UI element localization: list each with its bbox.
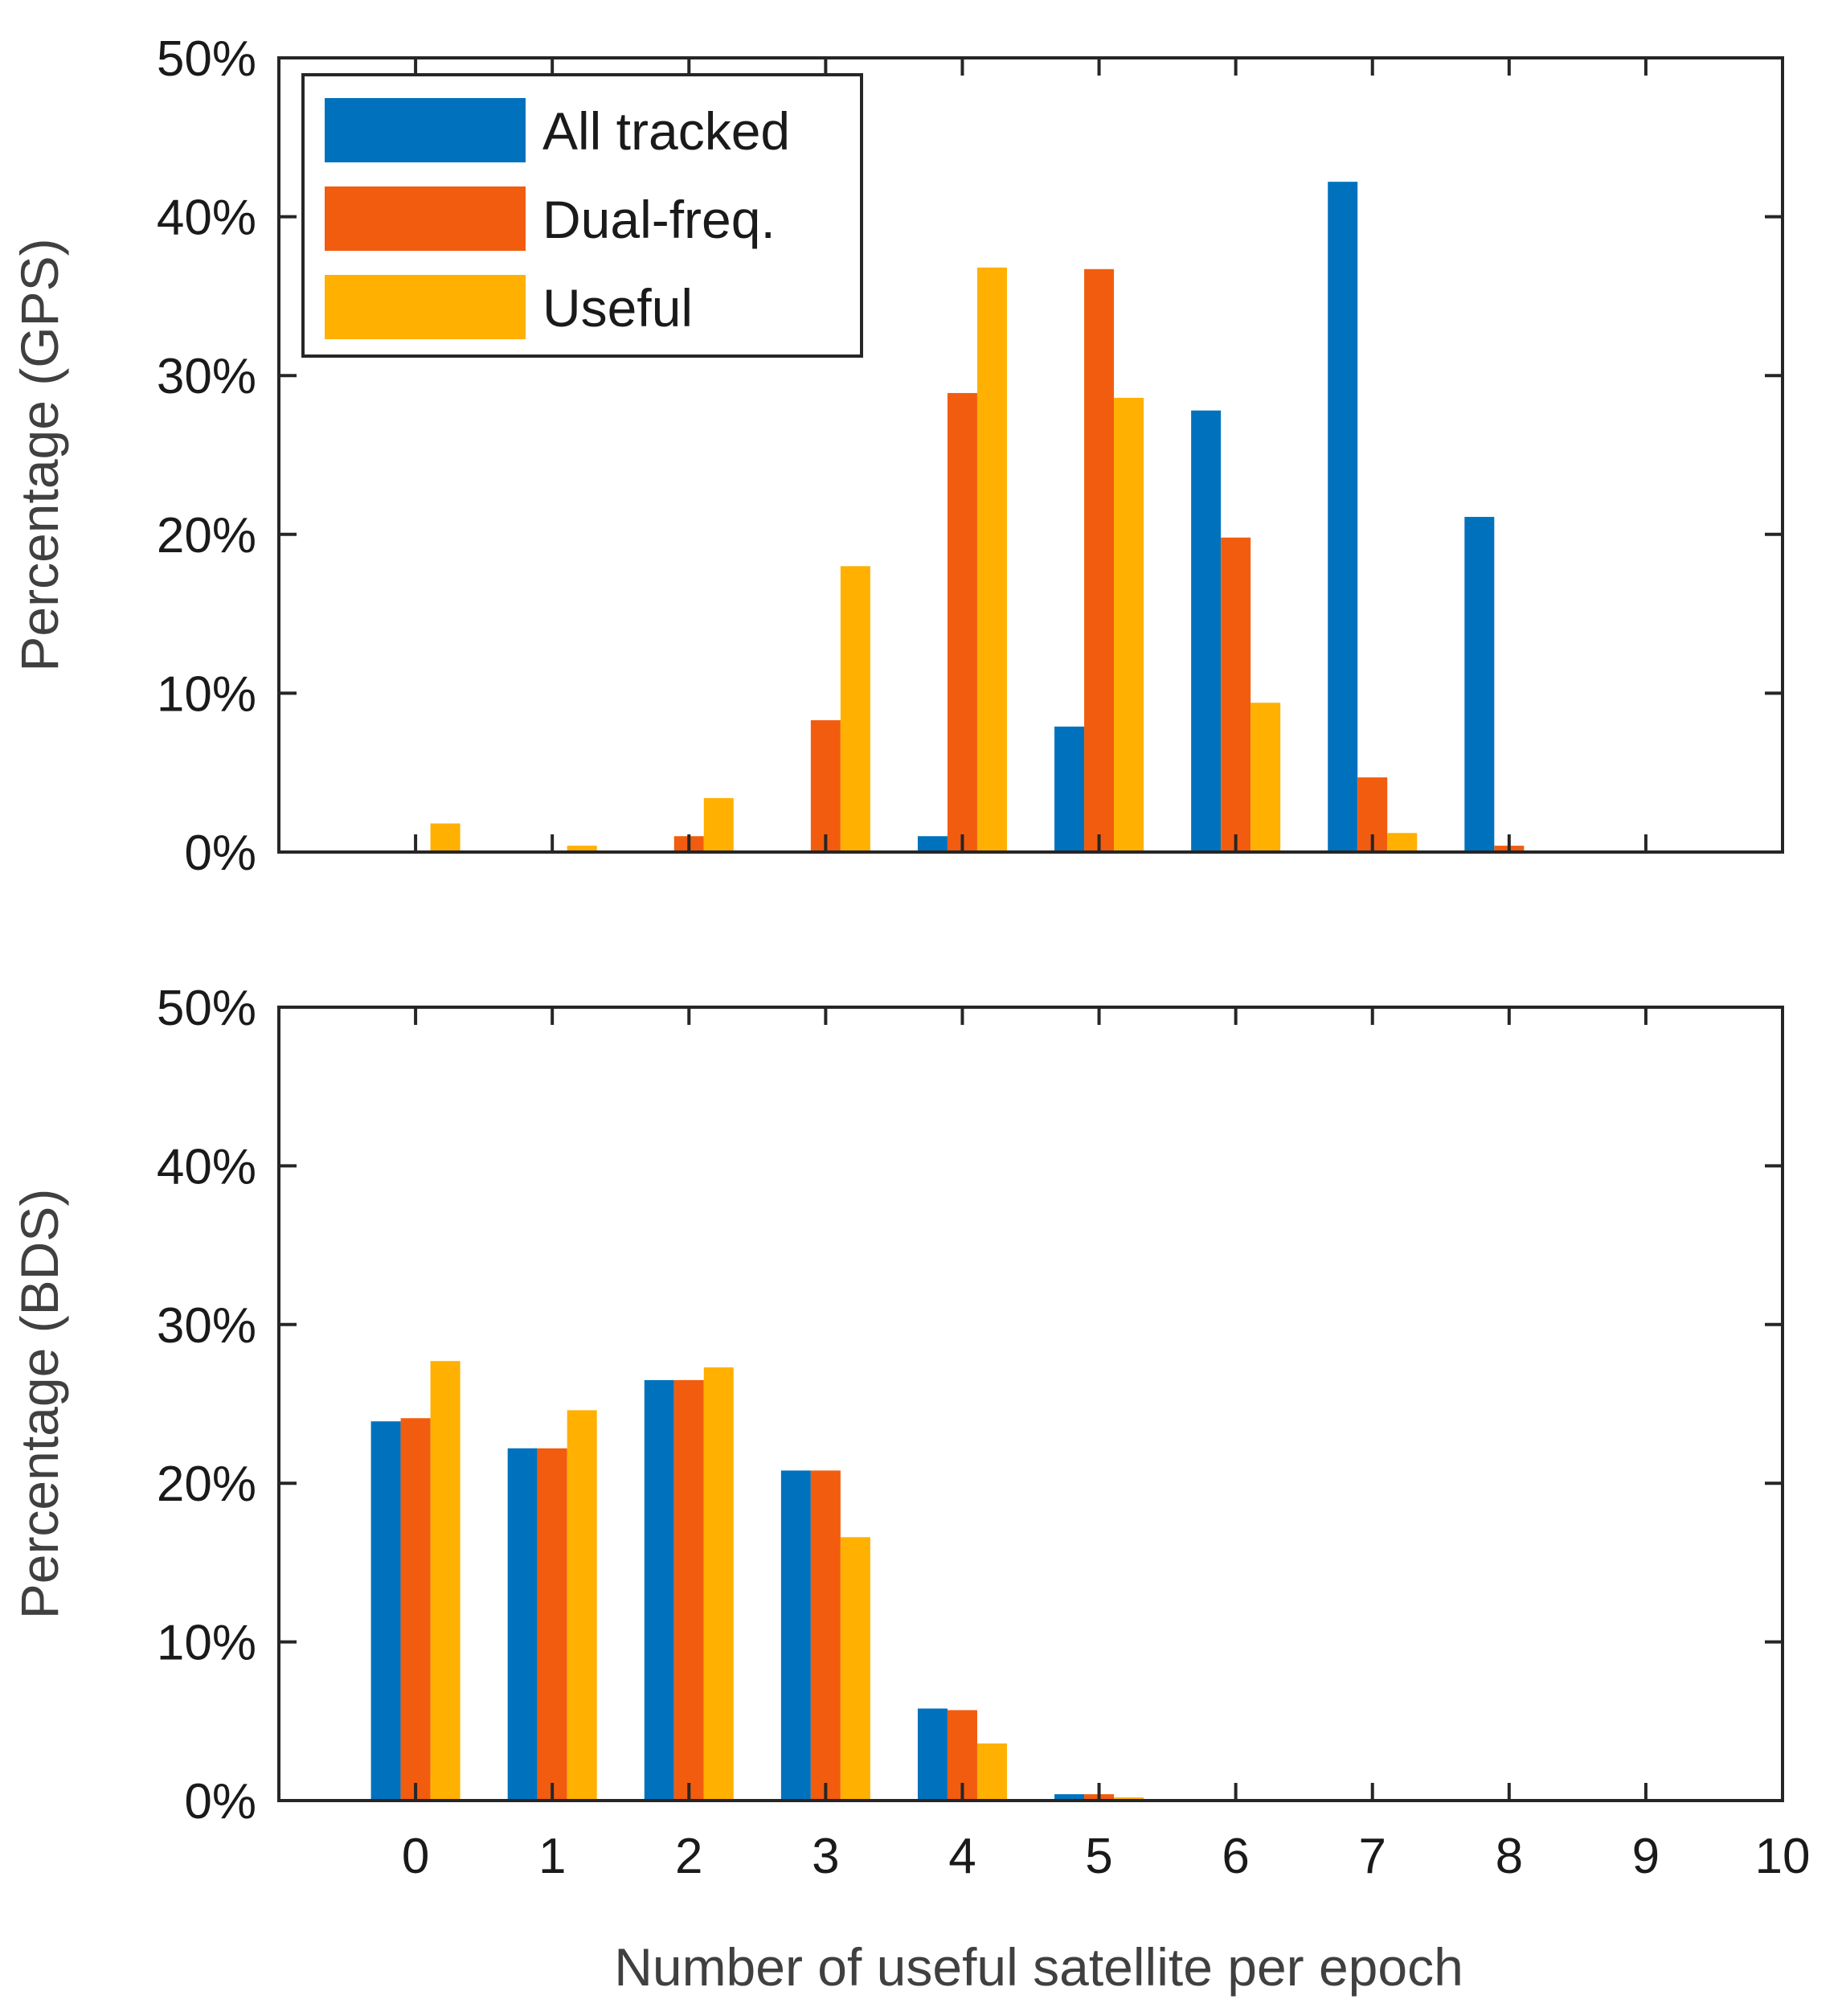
plot-frame	[277, 1006, 1784, 1802]
x-tick-label: 0	[402, 1829, 429, 1884]
bar-useful-2	[703, 797, 734, 852]
bar-useful-2	[703, 1367, 734, 1801]
bds-panel: 0% 10% 20% 30% 40% 50% 0 1 2 3 4 5 6 7 8 9 10 Percentage …	[10, 981, 1810, 1997]
y-tick-label: 20%	[157, 508, 256, 563]
bar-all-tracked-5	[1054, 1794, 1085, 1801]
bar-useful-5	[1114, 397, 1144, 852]
bar-useful-4	[976, 1743, 1007, 1801]
bar-useful-7	[1387, 833, 1418, 852]
x-tick-label: 9	[1632, 1829, 1660, 1884]
bar-dual-freq-6	[1221, 537, 1251, 852]
x-tick-label: 7	[1358, 1829, 1386, 1884]
legend-label: Dual-freq.	[542, 190, 776, 249]
y-tick-label: 40%	[157, 191, 256, 246]
plot-frame	[277, 56, 1784, 854]
legend: All tracked Dual-freq. Useful	[301, 73, 863, 358]
gps-panel: 0% 10% 20% 30% 40% 50% Percentage (GPS) All tra…	[10, 31, 1784, 881]
bar-all-tracked-4	[917, 1708, 948, 1801]
x-tick-label: 10	[1755, 1829, 1811, 1884]
bar-useful-0	[430, 1361, 460, 1801]
legend-label: Useful	[542, 278, 693, 338]
bar-useful-0	[430, 823, 460, 852]
bar-all-tracked-0	[370, 1421, 401, 1801]
bar-all-tracked-1	[507, 1448, 538, 1801]
bar-dual-freq-3	[810, 719, 841, 852]
bar-all-tracked-6	[1191, 410, 1222, 852]
y-tick-label: 10%	[157, 666, 256, 722]
bar-useful-4	[976, 267, 1007, 852]
bar-dual-freq-5	[1084, 268, 1115, 853]
legend-swatch	[325, 275, 526, 339]
y-axis-label: Percentage (GPS)	[10, 238, 69, 671]
bar-useful-1	[567, 846, 597, 852]
x-tick-label: 2	[675, 1829, 702, 1884]
y-tick-label: 40%	[157, 1139, 256, 1194]
y-tick-label: 30%	[157, 349, 256, 404]
legend-swatch	[325, 186, 526, 251]
bar-all-tracked-8	[1464, 517, 1495, 852]
bar-dual-freq-4	[947, 392, 977, 852]
y-axis-label: Percentage (BDS)	[10, 1189, 69, 1620]
y-tick-label: 0%	[184, 1774, 256, 1830]
bar-dual-freq-1	[537, 1448, 567, 1801]
x-tick-label: 6	[1222, 1829, 1249, 1884]
legend-swatch	[325, 98, 526, 162]
y-tick-label: 50%	[157, 981, 256, 1036]
y-tick-label: 0%	[184, 826, 256, 881]
bar-dual-freq-2	[673, 1379, 704, 1801]
x-tick-label: 4	[948, 1829, 976, 1884]
bar-useful-3	[840, 1537, 870, 1801]
bar-all-tracked-7	[1328, 182, 1358, 853]
legend-label: All tracked	[542, 101, 790, 161]
bar-all-tracked-5	[1054, 726, 1085, 852]
bar-useful-6	[1251, 703, 1281, 852]
x-tick-label: 1	[538, 1829, 566, 1884]
bar-all-tracked-3	[780, 1470, 811, 1801]
y-tick-label: 20%	[157, 1457, 256, 1512]
x-axis-label: Number of useful satellite per epoch	[614, 1937, 1463, 1997]
bar-useful-1	[567, 1410, 597, 1801]
bar-useful-3	[840, 566, 870, 852]
x-tick-label: 3	[812, 1829, 839, 1884]
y-tick-label: 10%	[157, 1616, 256, 1671]
y-tick-label: 30%	[157, 1298, 256, 1354]
bar-all-tracked-4	[917, 836, 948, 852]
x-tick-label: 8	[1496, 1829, 1523, 1884]
bar-dual-freq-3	[810, 1470, 841, 1801]
x-tick-label: 5	[1085, 1829, 1112, 1884]
bar-dual-freq-0	[400, 1418, 431, 1801]
bar-all-tracked-2	[644, 1379, 674, 1801]
y-tick-label: 50%	[157, 31, 256, 87]
